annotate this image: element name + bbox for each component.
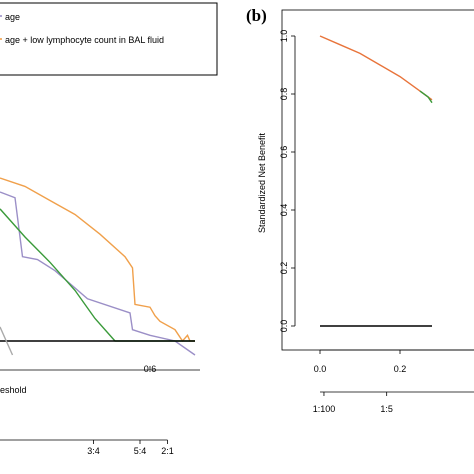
panel-b-axes: 0.0 0.2 0.4 0.6 0.8 1.0 0.0 0.2 1:100 1:5 bbox=[279, 30, 474, 414]
panel-a-x2-tick-label-2: 2:1 bbox=[161, 446, 174, 456]
panel-b-plot-frame bbox=[281, 9, 474, 351]
panel-b-y-tick-label-2: 0.4 bbox=[279, 204, 289, 217]
panel-b-x-tick-label-0: 0.0 bbox=[314, 364, 327, 374]
panel-b: (b) 0.0 0.2 0.4 0.6 0.8 1.0 0.0 0.2 1:100 1:5 Sta… bbox=[246, 6, 474, 414]
panel-b-series-line-1 bbox=[419, 90, 433, 104]
panel-b-x2-tick-label-0: 1:100 bbox=[313, 404, 336, 414]
panel-a-series-line-2 bbox=[0, 208, 195, 342]
panel-b-series bbox=[319, 35, 433, 327]
panel-a-series-line-1 bbox=[0, 191, 196, 356]
panel-a-x2-tick-label-1: 5:4 bbox=[134, 446, 147, 456]
panel-b-series-line-0 bbox=[319, 35, 433, 101]
panel-a: age age + low lymphocyte count in BAL fl… bbox=[0, 2, 218, 456]
legend-label-age-lymphocyte: age + low lymphocyte count in BAL fluid bbox=[5, 35, 164, 45]
panel-b-label: (b) bbox=[246, 6, 267, 25]
panel-b-y-tick-label-4: 0.8 bbox=[279, 88, 289, 101]
panel-b-y-tick-label-3: 0.6 bbox=[279, 146, 289, 159]
panel-b-y-axis-title: Standardized Net Benefit bbox=[257, 132, 267, 233]
panel-b-y-tick-label-5: 1.0 bbox=[279, 30, 289, 43]
panel-a-x-axis-title: eshold bbox=[0, 385, 27, 395]
panel-b-y-tick-label-0: 0.0 bbox=[279, 320, 289, 333]
panel-a-x-tick-label-0: 0.6 bbox=[144, 364, 157, 374]
panel-b-x2-tick-label-1: 1:5 bbox=[380, 404, 393, 414]
panel-a-axes: 0.6 eshold 3:4 5:4 2:1 bbox=[0, 364, 200, 456]
panel-a-series-line-0 bbox=[0, 177, 195, 343]
panel-a-series-line-4 bbox=[0, 326, 14, 356]
legend-box bbox=[0, 2, 218, 76]
legend-label-age: age bbox=[5, 12, 20, 22]
panel-b-x-tick-label-1: 0.2 bbox=[394, 364, 407, 374]
panel-b-y-tick-label-1: 0.2 bbox=[279, 262, 289, 275]
panel-a-series bbox=[0, 15, 196, 356]
panel-a-x2-tick-label-0: 3:4 bbox=[87, 446, 100, 456]
